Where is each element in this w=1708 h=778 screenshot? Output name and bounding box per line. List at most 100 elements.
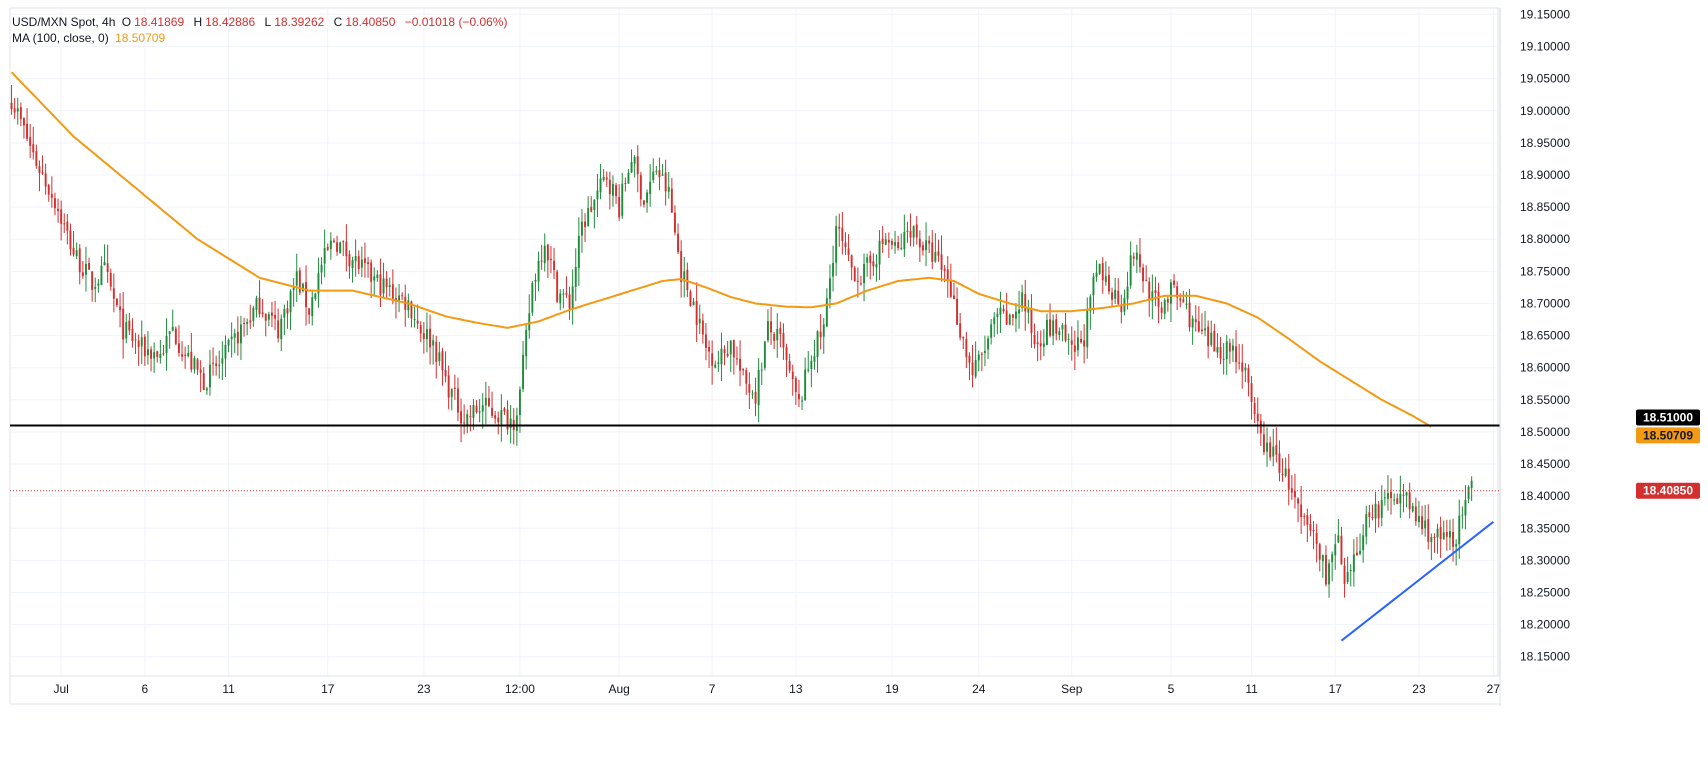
candle-up [1328, 563, 1331, 585]
candle-down [1340, 535, 1343, 565]
price-axis[interactable]: 19.15000 19.10000 19.05000 19.00000 18.95000… [1499, 7, 1570, 706]
candle-up [912, 226, 915, 238]
candle-up [996, 313, 999, 317]
candle-up [866, 257, 869, 263]
candle-down [236, 331, 239, 344]
candle-down [47, 184, 50, 195]
candle-up [1008, 314, 1011, 325]
candle-down [1173, 280, 1176, 285]
candle-down [336, 242, 339, 252]
candle-up [438, 352, 441, 362]
candle-down [1219, 346, 1222, 359]
candle-down [348, 254, 351, 267]
candle-down [1250, 383, 1253, 402]
candle-up [714, 364, 717, 368]
candle-down [19, 107, 22, 119]
candle-down [664, 172, 667, 192]
candle-down [711, 353, 714, 366]
candle-up [1442, 532, 1445, 540]
ma-price-tag-text: 18.50709 [1643, 428, 1693, 442]
candle-down [81, 272, 84, 277]
grid [9, 7, 1499, 677]
x-tick-label: 24 [972, 682, 986, 696]
candle-up [193, 358, 196, 370]
candle-up [993, 317, 996, 325]
candle-up [354, 256, 357, 262]
candle-down [1390, 491, 1393, 499]
candle-down [909, 230, 912, 238]
candle-down [1142, 267, 1145, 282]
candle-down [367, 262, 370, 264]
candle-up [1448, 531, 1451, 538]
candle-down [57, 208, 60, 211]
candle-up [165, 335, 168, 354]
symbol-label[interactable]: USD/MXN Spot, 4h [12, 15, 116, 29]
candle-down [1213, 330, 1216, 352]
x-tick-label: 23 [417, 682, 431, 696]
y-tick-label: 18.35000 [1520, 521, 1570, 535]
candle-down [921, 245, 924, 251]
candle-up [481, 405, 484, 412]
candle-up [537, 260, 540, 282]
candle-up [810, 360, 813, 369]
candle-up [97, 283, 100, 286]
candle-down [853, 267, 856, 282]
candle-down [391, 284, 394, 299]
candle-down [1101, 263, 1104, 281]
candle-down [1207, 326, 1210, 347]
candle-down [841, 227, 844, 242]
chart-legend: USD/MXN Spot, 4h O 18.41869 H 18.42886 L 18… [12, 14, 510, 46]
x-tick-label: 11 [1245, 682, 1258, 696]
candle-down [72, 247, 75, 255]
candle-down [782, 333, 785, 348]
candle-down [965, 338, 968, 357]
candle-down [370, 262, 373, 282]
candle-down [844, 242, 847, 248]
candle-down [1111, 292, 1114, 300]
candle-up [692, 301, 695, 306]
candle-up [320, 264, 323, 273]
x-tick-label: 7 [709, 682, 716, 696]
candle-down [38, 166, 41, 174]
low-number: 18.39262 [274, 15, 325, 29]
candle-down [1309, 523, 1312, 531]
candle-up [314, 293, 317, 300]
candle-down [859, 283, 862, 285]
candle-up [611, 183, 614, 196]
candle-down [1138, 254, 1141, 267]
ma-label[interactable]: MA (100, close, 0) [12, 31, 109, 45]
candle-up [221, 358, 224, 364]
candle-up [280, 318, 283, 340]
candle-down [258, 297, 261, 315]
candle-up [351, 260, 354, 269]
candle-up [224, 344, 227, 359]
support-price-tag-box [1636, 409, 1700, 426]
candle-up [1027, 308, 1030, 313]
support-price-tag-text: 18.51000 [1643, 411, 1693, 425]
x-tick-label: 27 [1487, 682, 1501, 696]
candle-down [69, 230, 72, 250]
candle-up [875, 264, 878, 268]
candle-up [822, 324, 825, 337]
candle-up [720, 348, 723, 365]
high-label: H [193, 15, 203, 29]
candle-up [233, 333, 236, 338]
candle-up [652, 171, 655, 181]
candle-up [1092, 276, 1095, 296]
x-tick-label: 23 [1412, 682, 1426, 696]
candle-down [726, 353, 729, 357]
candle-up [94, 287, 97, 289]
candle-down [78, 248, 81, 273]
candle-down [1154, 290, 1157, 294]
candle-down [1182, 299, 1185, 303]
time-axis[interactable]: Jul 6 11 17 23 12:00 Aug 7 13 19 24 Sep 5 11 17 23 27 [9, 675, 1501, 705]
candle-down [732, 340, 735, 358]
candle-down [1148, 281, 1151, 300]
candle-up [1018, 309, 1021, 314]
y-tick-label: 18.50000 [1520, 425, 1570, 439]
candle-up [906, 230, 909, 232]
candle-down [128, 320, 131, 331]
candle-down [748, 384, 751, 393]
candle-down [1176, 286, 1179, 298]
